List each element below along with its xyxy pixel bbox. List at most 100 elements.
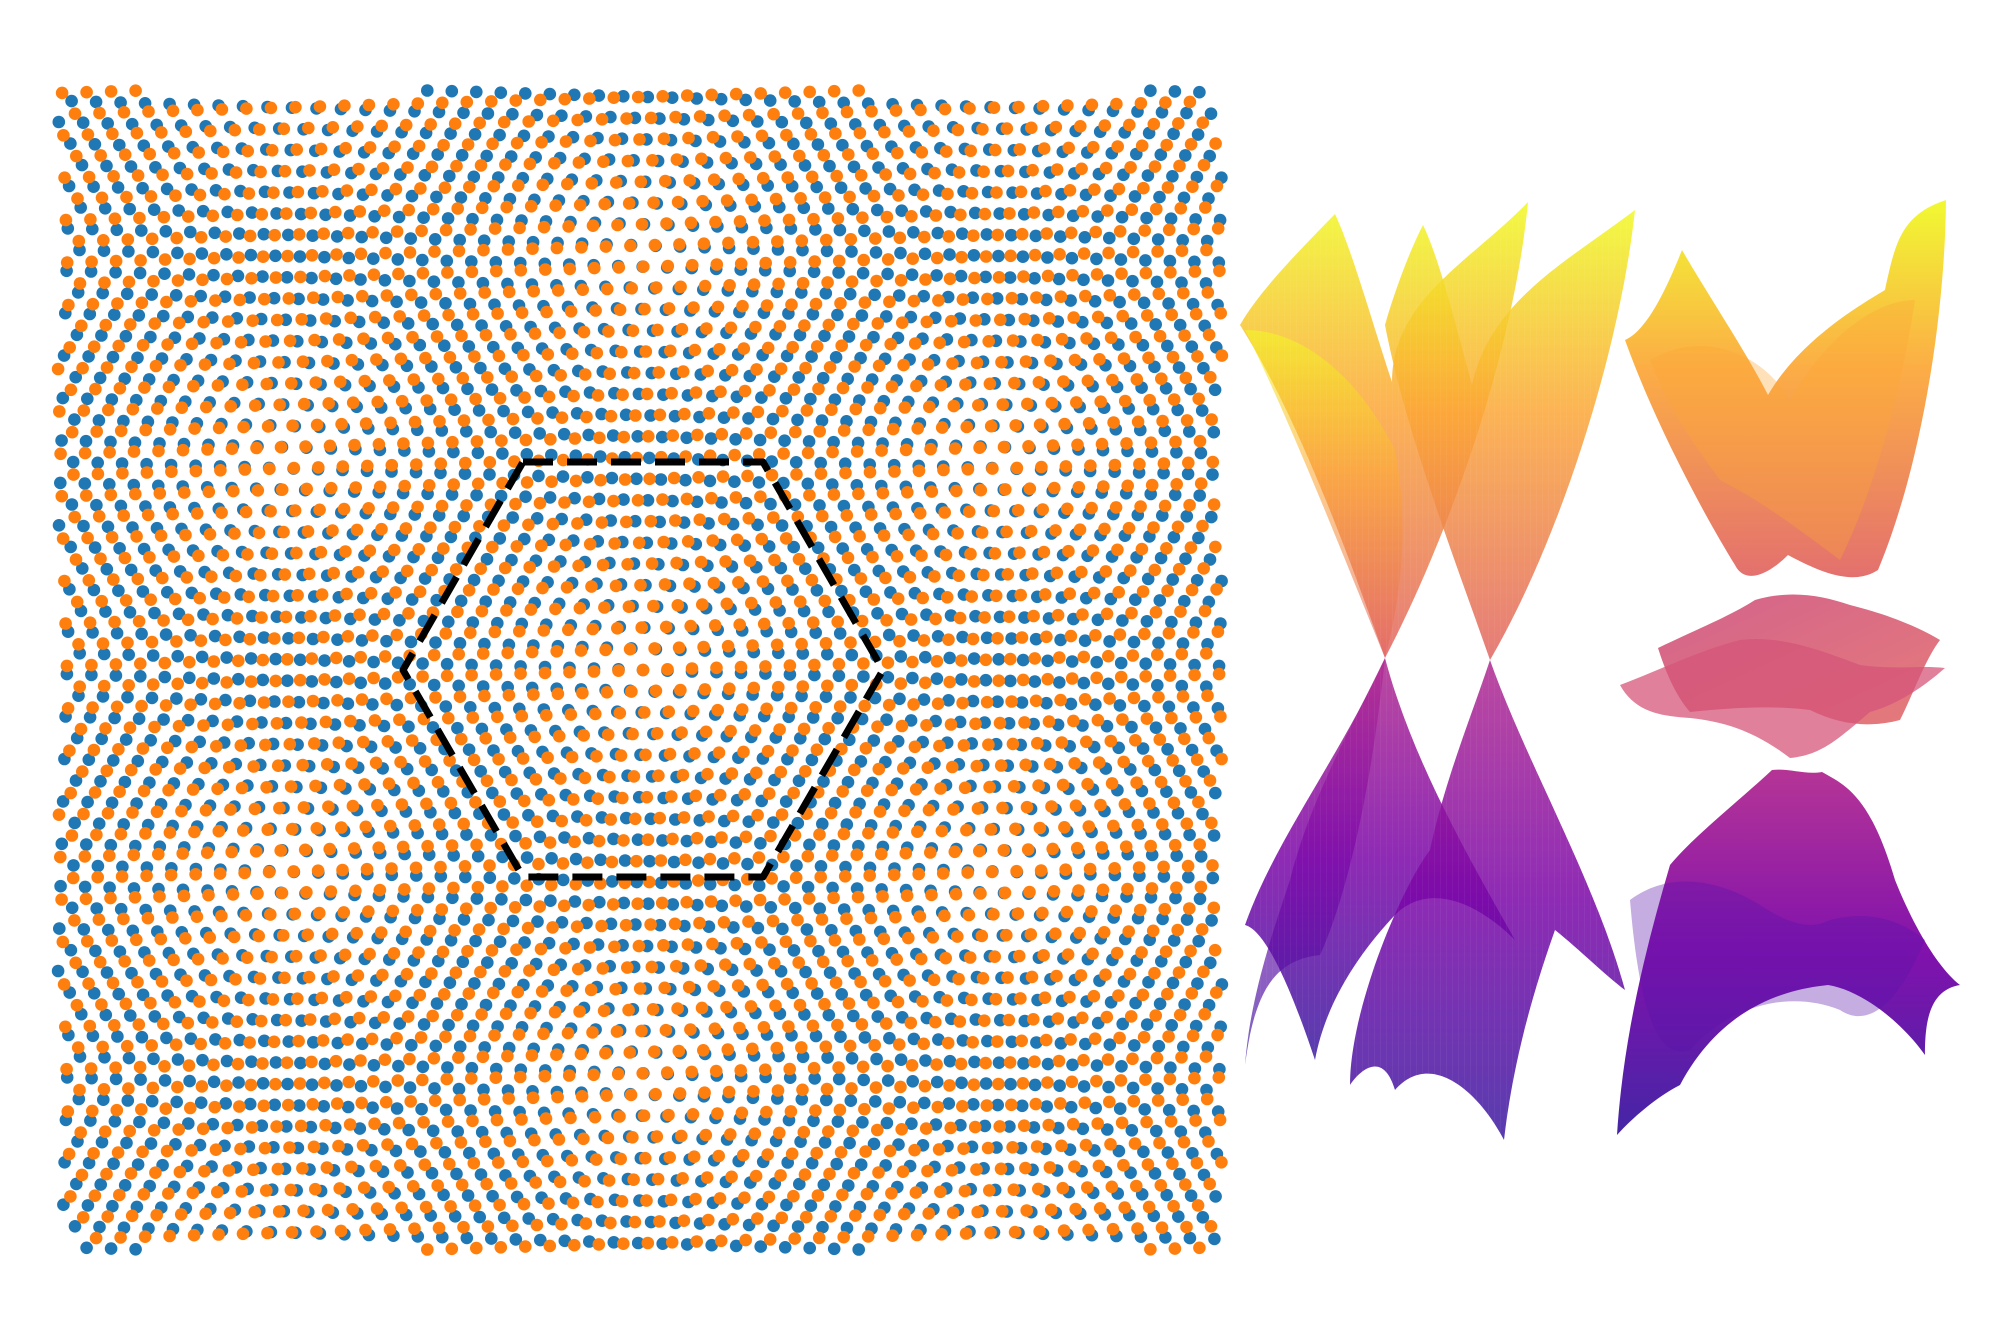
atom-layer-2 — [284, 780, 298, 793]
atom-layer-2 — [665, 790, 678, 803]
atom-layer-1 — [460, 1231, 474, 1245]
atom-layer-2 — [171, 677, 184, 691]
atom-layer-2 — [562, 623, 575, 637]
atom-layer-2 — [1068, 1160, 1081, 1173]
atom-layer-1 — [1197, 765, 1210, 778]
atom-layer-2 — [1189, 1114, 1202, 1127]
atom-layer-2 — [1065, 1075, 1079, 1089]
atom-layer-1 — [157, 1116, 171, 1130]
atom-layer-2 — [859, 742, 873, 755]
atom-layer-2 — [577, 1132, 590, 1146]
atom-layer-2 — [740, 427, 753, 440]
atom-layer-2 — [818, 594, 832, 608]
atom-layer-2 — [734, 660, 748, 674]
atom-layer-1 — [783, 668, 797, 681]
atom-layer-1 — [485, 383, 499, 396]
atom-layer-2 — [628, 812, 642, 826]
atom-layer-1 — [305, 271, 318, 285]
atom-layer-2 — [1205, 816, 1218, 830]
atom-layer-2 — [221, 315, 235, 328]
atom-layer-1 — [94, 775, 107, 788]
atom-layer-2 — [83, 616, 97, 629]
atom-layer-1 — [1154, 148, 1168, 161]
atom-layer-2 — [991, 632, 1004, 645]
atom-layer-2 — [373, 883, 387, 897]
atom-layer-2 — [753, 893, 767, 907]
atom-layer-1 — [1027, 1121, 1041, 1134]
atom-layer-2 — [873, 805, 887, 818]
atom-layer-2 — [64, 1190, 77, 1203]
atom-layer-1 — [1153, 594, 1167, 607]
atom-layer-2 — [315, 588, 329, 601]
atom-layer-1 — [445, 488, 459, 501]
atom-layer-2 — [860, 784, 874, 797]
atom-layer-2 — [309, 1182, 322, 1196]
atom-layer-2 — [711, 1107, 724, 1120]
atom-layer-1 — [318, 654, 331, 667]
atom-layer-1 — [232, 1076, 245, 1089]
atom-layer-2 — [795, 234, 809, 247]
atom-layer-1 — [467, 573, 481, 587]
atom-layer-2 — [724, 1128, 737, 1141]
atom-layer-2 — [1204, 1220, 1218, 1233]
atom-layer-2 — [158, 253, 172, 266]
atom-layer-2 — [344, 311, 358, 325]
atom-layer-2 — [279, 610, 293, 624]
atom-layer-2 — [689, 1192, 702, 1206]
atom-layer-1 — [428, 233, 442, 246]
atom-layer-2 — [662, 302, 676, 315]
atom-layer-1 — [605, 471, 619, 485]
atom-layer-2 — [173, 1165, 187, 1179]
atom-layer-2 — [824, 806, 838, 820]
atom-layer-1 — [94, 1178, 107, 1191]
atom-layer-2 — [976, 972, 990, 985]
atom-layer-1 — [980, 228, 994, 241]
atom-layer-1 — [791, 816, 805, 830]
atom-layer-2 — [345, 1160, 358, 1174]
atom-layer-1 — [1181, 467, 1195, 481]
atom-layer-2 — [996, 398, 1010, 411]
atom-layer-2 — [602, 1174, 616, 1187]
atom-layer-2 — [912, 464, 926, 478]
atom-layer-2 — [412, 543, 426, 556]
atom-layer-2 — [935, 421, 949, 434]
atom-layer-2 — [294, 270, 307, 284]
atom-layer-2 — [458, 860, 472, 873]
atom-layer-2 — [627, 1173, 640, 1186]
atom-layer-1 — [378, 274, 392, 287]
atom-layer-2 — [499, 158, 512, 171]
atom-layer-1 — [805, 1156, 819, 1170]
moire-lattice-panel — [51, 84, 1229, 1256]
atom-layer-1 — [789, 901, 802, 915]
atom-layer-2 — [1087, 586, 1101, 600]
atom-layer-1 — [52, 115, 66, 129]
atom-layer-2 — [283, 737, 297, 751]
atom-layer-2 — [640, 1194, 653, 1207]
atom-layer-2 — [384, 416, 397, 430]
atom-layer-2 — [230, 612, 244, 625]
atom-layer-2 — [393, 713, 406, 726]
atom-layer-1 — [402, 720, 415, 733]
atom-layer-2 — [135, 699, 148, 713]
atom-layer-1 — [1148, 763, 1162, 777]
atom-layer-2 — [530, 1218, 544, 1232]
atom-layer-2 — [103, 849, 116, 862]
atom-layer-2 — [809, 701, 822, 714]
atom-layer-2 — [426, 1009, 440, 1023]
atom-layer-2 — [327, 566, 341, 580]
atom-layer-1 — [463, 1146, 476, 1160]
atom-layer-2 — [79, 892, 93, 906]
atom-layer-2 — [926, 527, 940, 541]
atom-layer-2 — [1046, 842, 1059, 856]
atom-layer-2 — [206, 209, 220, 223]
atom-layer-2 — [258, 1141, 272, 1155]
atom-layer-2 — [376, 968, 389, 982]
atom-layer-1 — [497, 404, 510, 418]
atom-layer-2 — [370, 353, 383, 366]
atom-layer-1 — [493, 935, 507, 948]
atom-layer-2 — [659, 1023, 673, 1037]
atom-layer-2 — [429, 691, 442, 704]
atom-layer-2 — [643, 472, 656, 486]
atom-layer-2 — [71, 192, 84, 205]
